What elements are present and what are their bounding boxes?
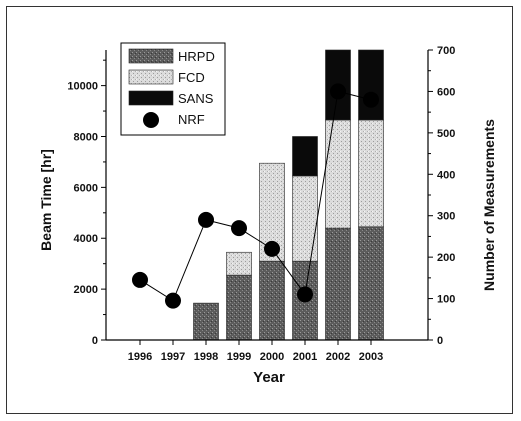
legend: HRPD FCD SANS NRF <box>120 42 226 136</box>
right-tick-label: 0 <box>437 335 443 347</box>
nrf-line-layer <box>132 83 379 309</box>
right-tick-label: 500 <box>437 128 455 140</box>
right-tick-label: 400 <box>437 169 455 181</box>
bar-hrpd-1998 <box>193 302 219 341</box>
bar-hrpd-2000 <box>259 260 285 341</box>
right-tick-label: 600 <box>437 86 455 98</box>
legend-label-sans: SANS <box>178 91 214 106</box>
nrf-point-2003 <box>363 91 379 108</box>
nrf-point-2000 <box>264 240 280 257</box>
x-tick-label: 2003 <box>359 351 383 363</box>
bar-fcd-2003 <box>358 119 384 228</box>
bars-layer <box>193 49 384 341</box>
x-tick-label: 1996 <box>128 351 152 363</box>
left-tick-label: 8000 <box>74 131 98 143</box>
legend-label-hrpd: HRPD <box>178 49 215 64</box>
x-tick-label: 2001 <box>293 351 317 363</box>
chart-frame <box>6 6 513 414</box>
x-tick-label: 2002 <box>326 351 350 363</box>
left-tick-label: 0 <box>92 335 98 347</box>
legend-swatch-sans <box>128 90 174 106</box>
legend-swatch-fcd <box>128 69 174 85</box>
left-tick-label: 6000 <box>74 182 98 194</box>
x-tick-label: 1997 <box>161 351 185 363</box>
nrf-point-1999 <box>231 220 247 237</box>
right-tick-label: 700 <box>437 45 455 57</box>
left-tick-label: 4000 <box>74 233 98 245</box>
bar-fcd-1999 <box>226 251 252 276</box>
x-tick-label: 1998 <box>194 351 218 363</box>
y2-axis-title: Number of Measurements <box>481 119 497 291</box>
bar-fcd-2002 <box>325 119 351 229</box>
right-tick-label: 200 <box>437 252 455 264</box>
nrf-line <box>139 90 372 302</box>
y-axis-title: Beam Time [hr] <box>38 149 54 251</box>
right-tick-label: 300 <box>437 211 455 223</box>
nrf-point-1998 <box>198 211 214 228</box>
nrf-point-1997 <box>165 292 181 309</box>
nrf-point-1996 <box>132 271 148 288</box>
legend-label-nrf: NRF <box>178 112 205 127</box>
bar-sans-2001 <box>292 136 318 177</box>
bar-hrpd-1999 <box>226 274 252 341</box>
left-tick-label: 10000 <box>67 81 98 93</box>
bar-sans-2003 <box>358 49 384 121</box>
legend-label-fcd: FCD <box>178 70 205 85</box>
x-tick-label: 2000 <box>260 351 284 363</box>
nrf-point-2001 <box>297 286 313 303</box>
bar-hrpd-2002 <box>325 227 351 341</box>
axes-layer: 0 2000 4000 6000 8000 10000 0 100 200 300 400 500 60… <box>38 45 497 386</box>
bar-fcd-2001 <box>292 175 318 262</box>
x-tick-label: 1999 <box>227 351 251 363</box>
legend-swatch-nrf <box>143 112 159 128</box>
x-axis-title: Year <box>253 369 285 386</box>
bar-hrpd-2003 <box>358 226 384 341</box>
left-tick-label: 2000 <box>74 284 98 296</box>
legend-swatch-hrpd <box>128 48 174 64</box>
nrf-point-2002 <box>330 83 346 100</box>
right-tick-label: 100 <box>437 294 455 306</box>
